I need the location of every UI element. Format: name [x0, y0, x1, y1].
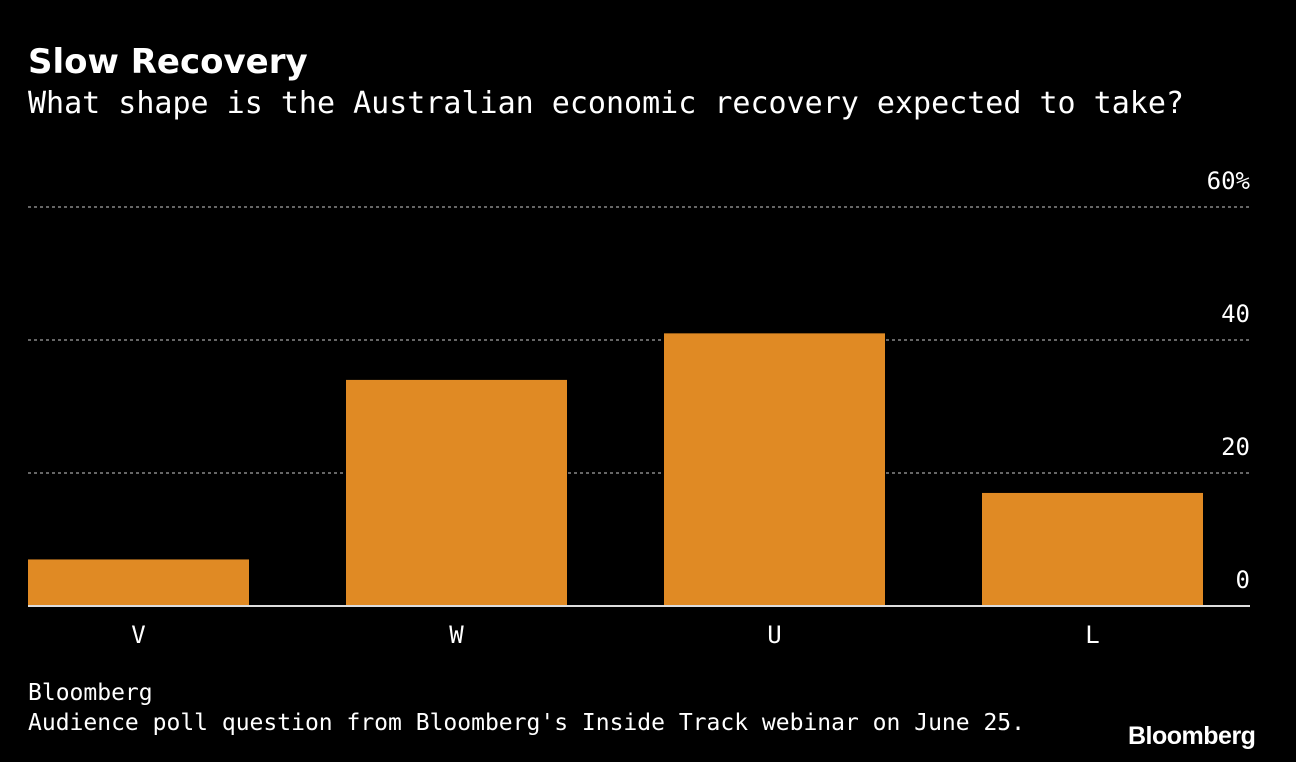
x-tick-label: L — [1085, 621, 1099, 649]
footnote: Audience poll question from Bloomberg's … — [28, 710, 1025, 736]
source-label: Bloomberg — [28, 680, 153, 706]
y-tick-label: 40 — [1221, 300, 1250, 328]
bar-V — [28, 559, 249, 606]
bar-W — [346, 379, 567, 606]
y-tick-label: 60% — [1207, 167, 1251, 195]
bar-U — [664, 333, 885, 606]
bloomberg-logo: Bloomberg — [1128, 722, 1256, 750]
chart-subtitle: What shape is the Australian economic re… — [28, 86, 1184, 121]
bar-L — [982, 492, 1203, 606]
y-tick-label: 0 — [1236, 566, 1250, 594]
x-tick-label: W — [449, 621, 464, 649]
chart-title: Slow Recovery — [28, 42, 308, 82]
x-tick-label: V — [131, 621, 145, 649]
x-tick-label: U — [767, 621, 781, 649]
y-tick-label: 20 — [1221, 433, 1250, 461]
